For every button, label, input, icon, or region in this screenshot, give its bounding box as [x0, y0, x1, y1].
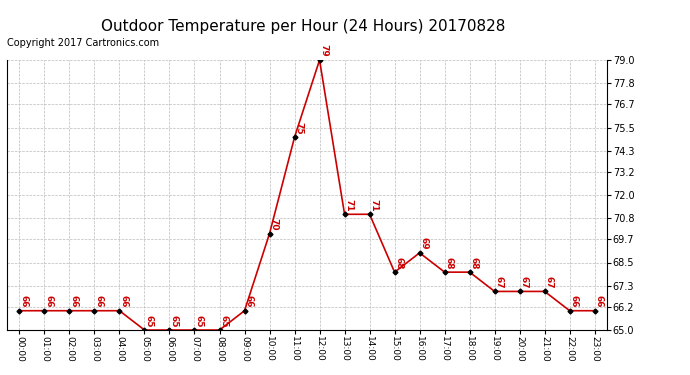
Text: 65: 65 [194, 315, 203, 327]
Text: 69: 69 [420, 237, 428, 250]
Text: 70: 70 [269, 218, 278, 231]
Text: 66: 66 [19, 296, 28, 308]
Text: 66: 66 [119, 296, 128, 308]
Text: 65: 65 [144, 315, 153, 327]
Text: 67: 67 [520, 276, 529, 289]
Text: 66: 66 [44, 296, 53, 308]
Text: Outdoor Temperature per Hour (24 Hours) 20170828: Outdoor Temperature per Hour (24 Hours) … [101, 19, 506, 34]
Text: 66: 66 [94, 296, 103, 308]
Text: 68: 68 [394, 257, 403, 269]
Text: 66: 66 [244, 296, 253, 308]
Text: 71: 71 [369, 199, 378, 211]
Text: 67: 67 [544, 276, 553, 289]
Text: 65: 65 [169, 315, 178, 327]
Text: 71: 71 [344, 199, 353, 211]
Text: 66: 66 [69, 296, 78, 308]
Text: 67: 67 [494, 276, 503, 289]
Text: 66: 66 [594, 296, 603, 308]
Text: 68: 68 [444, 257, 453, 269]
Text: Temperature (°F): Temperature (°F) [550, 37, 651, 47]
Text: 75: 75 [294, 122, 303, 134]
Text: 79: 79 [319, 45, 328, 57]
Text: Copyright 2017 Cartronics.com: Copyright 2017 Cartronics.com [7, 38, 159, 48]
Text: 65: 65 [219, 315, 228, 327]
Text: 66: 66 [569, 296, 578, 308]
Text: 68: 68 [469, 257, 478, 269]
